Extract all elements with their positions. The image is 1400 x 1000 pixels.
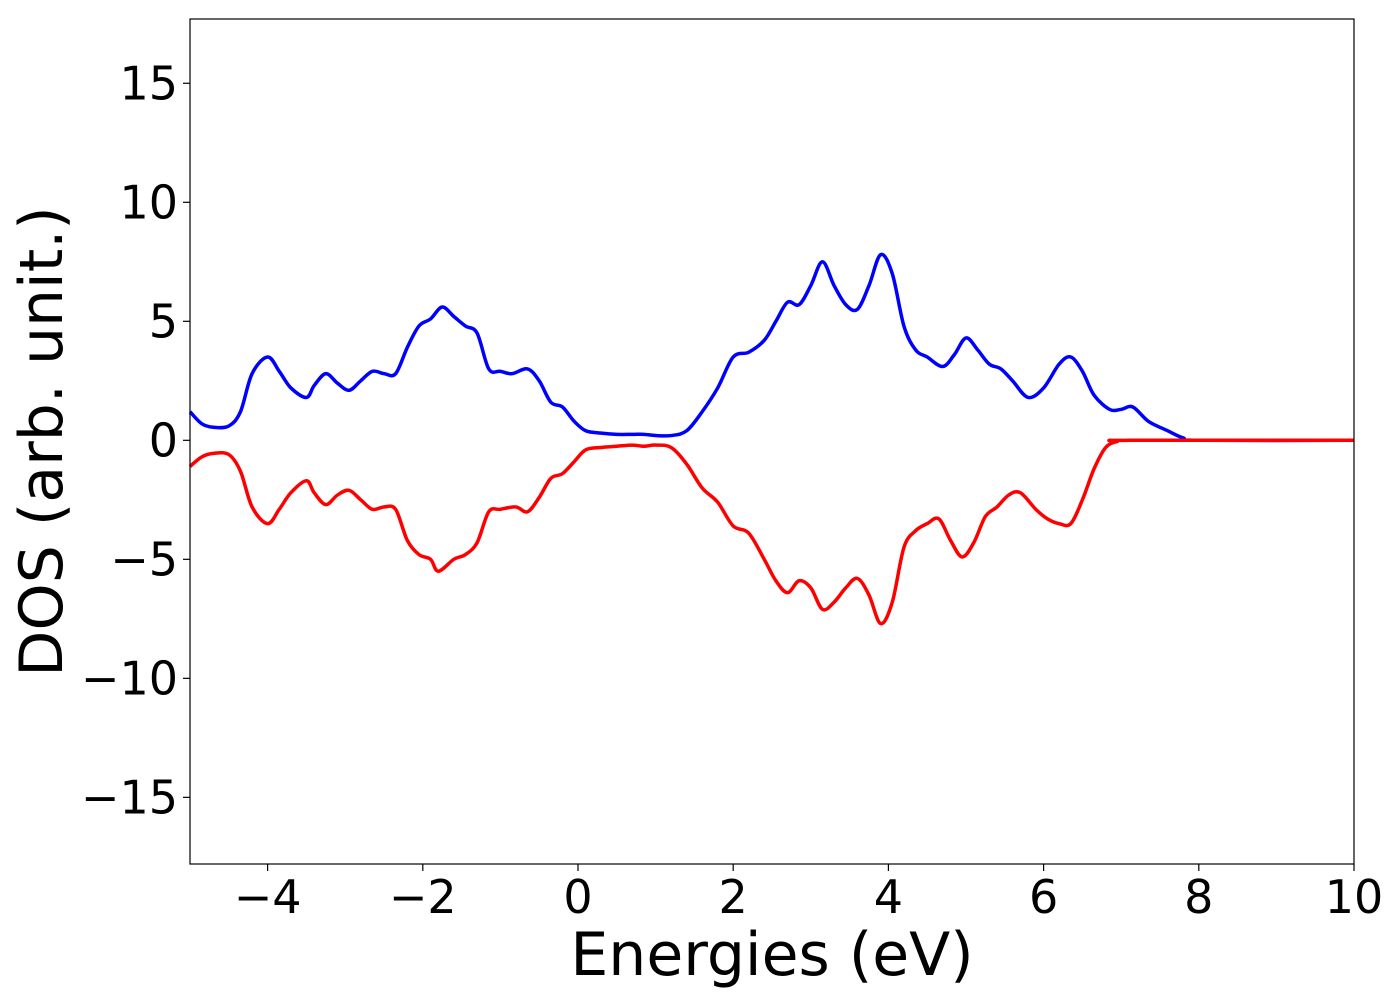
- x-axis-title: Energies (eV): [570, 920, 973, 990]
- y-tick-label: 5: [149, 294, 178, 348]
- y-axis-ticks: −15 −10 −5 0 5 10 15: [81, 56, 190, 824]
- x-tick-label: 6: [1029, 870, 1058, 924]
- x-tick-label: −2: [389, 870, 457, 924]
- y-tick-label: 15: [119, 56, 178, 110]
- series-layer: [188, 252, 1355, 626]
- x-axis-ticks: −4 −2 0 2 4 6 8 10: [234, 864, 1384, 924]
- y-tick-label: −10: [81, 651, 178, 705]
- x-tick-label: 10: [1325, 870, 1384, 924]
- x-tick-label: 0: [563, 870, 592, 924]
- x-tick-label: −4: [234, 870, 302, 924]
- y-tick-label: −5: [110, 532, 178, 586]
- y-tick-label: 10: [119, 175, 178, 229]
- x-tick-label: 4: [874, 870, 903, 924]
- y-tick-label: −15: [81, 770, 178, 824]
- dos-series-red: [188, 438, 1355, 626]
- plot-frame: [189, 18, 1355, 865]
- y-axis-title: DOS (arb. unit.): [7, 206, 77, 676]
- dos-series-blue: [188, 252, 1355, 443]
- x-tick-label: 2: [719, 870, 748, 924]
- y-tick-label: 0: [149, 413, 178, 467]
- x-tick-label: 8: [1184, 870, 1213, 924]
